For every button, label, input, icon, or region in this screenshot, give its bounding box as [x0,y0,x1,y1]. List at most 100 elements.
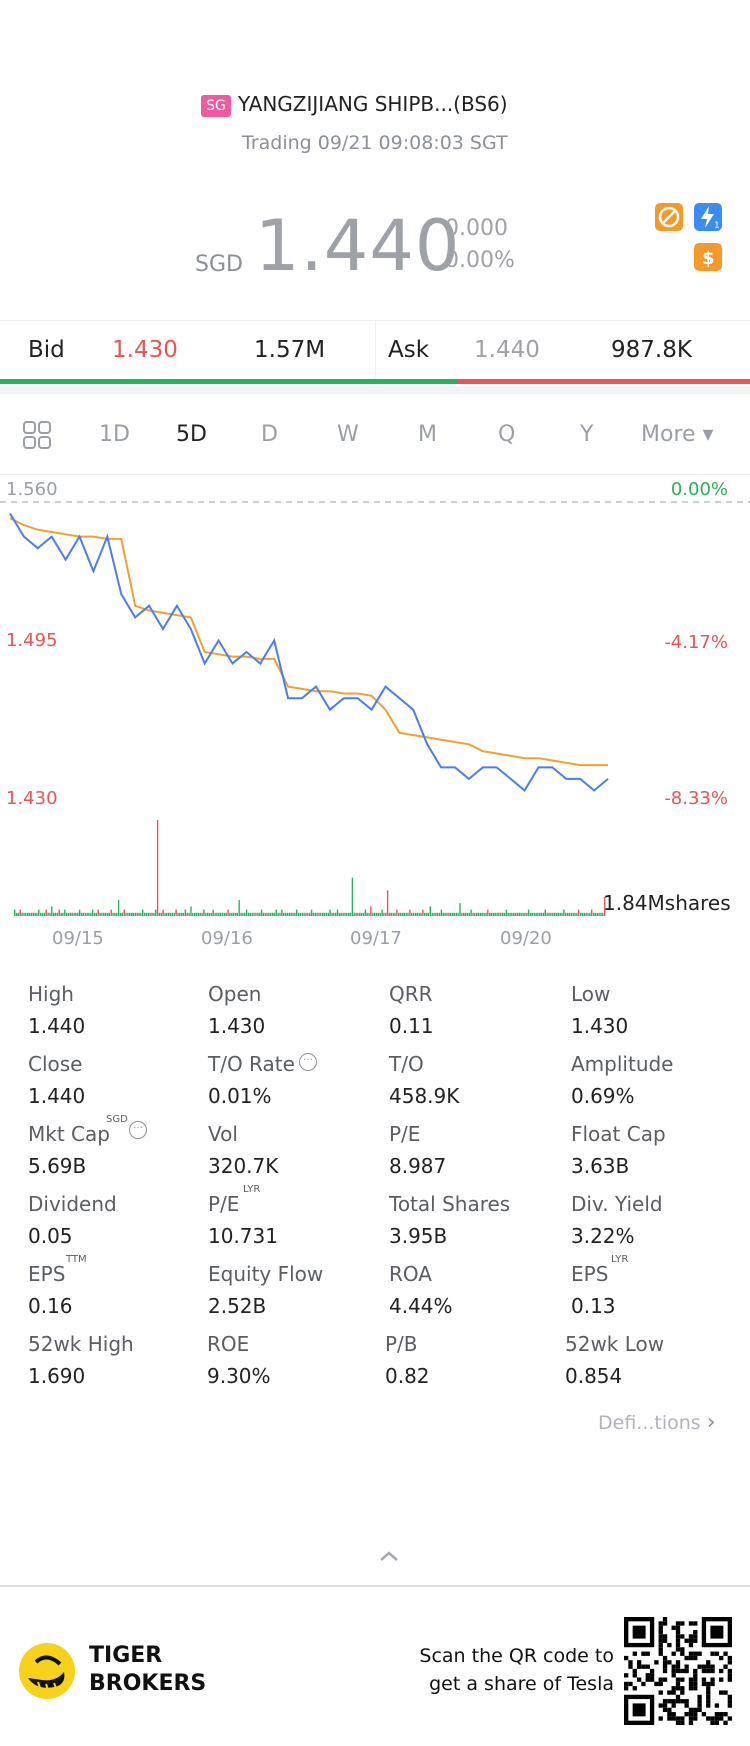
tab-1d[interactable]: 1D [99,422,130,447]
chevron-up-icon[interactable] [378,1548,400,1567]
qr-code-icon[interactable] [624,1617,732,1729]
tab-q[interactable]: Q [498,422,515,447]
volume-bar [470,910,471,916]
volume-bar [417,913,418,916]
volume-bar [517,913,518,916]
volume-bar [444,913,445,916]
stat-superscript: LYR [243,1184,260,1195]
volume-bar [140,913,141,916]
volume-bar [485,913,486,916]
volume-bar [560,913,561,916]
volume-bar [420,913,421,916]
ask-label: Ask [388,337,429,363]
volume-bar [515,913,516,916]
volume-bar [85,913,86,916]
volume-bar [49,913,50,916]
volume-bar [380,913,381,916]
no-margin-icon[interactable] [655,203,683,231]
volume-bar [276,910,277,916]
volume-bar [391,913,392,916]
volume-bar [287,913,288,916]
volume-bar [60,913,61,916]
volume-bar [565,913,566,916]
tab-w[interactable]: W [337,422,359,447]
volume-bar [315,913,316,916]
volume-bar [461,913,462,916]
tab-5d[interactable]: 5D [176,422,207,447]
last-price: 1.440 [255,205,460,287]
volume-bar [354,913,355,916]
bid-label: Bid [28,337,65,363]
volume-bar [66,913,67,916]
volume-bar [365,910,366,916]
volume-bar [111,910,112,916]
tab-more[interactable]: More ▾ [641,422,714,447]
volume-bar [545,910,546,916]
volume-bar [385,913,386,916]
stat-label: Open [208,982,261,1006]
volume-bar [482,913,483,916]
tab-m[interactable]: M [418,422,437,447]
volume-bar [266,913,267,916]
volume-bar [242,913,243,916]
volume-bar [253,913,254,916]
volume-bar [574,913,575,916]
volume-bar [252,913,253,916]
info-icon[interactable]: ··· [129,1121,147,1139]
definitions-link[interactable]: Defi...tions › [598,1410,716,1435]
volume-bar [465,913,466,916]
volume-bar [372,913,373,916]
price-change: 0.000 [445,216,508,241]
price-chart[interactable]: 1.560 1.495 1.430 0.00% -4.17% -8.33% 1.… [0,474,750,960]
volume-bar [279,913,280,916]
stat-label: Low [571,982,610,1006]
volume-bar [285,913,286,916]
stat-value: 1.430 [208,1014,265,1038]
volume-bar [463,913,464,916]
volume-bar [198,913,199,916]
info-icon[interactable]: ··· [299,1053,317,1071]
volume-bar [33,913,34,916]
volume-bar [292,913,293,916]
volume-bar [561,913,562,916]
lightning-1-icon[interactable]: 1 [694,203,722,231]
volume-bar [571,913,572,916]
chart-canvas [0,474,750,960]
volume-bar [159,913,160,916]
volume-bar [378,913,379,916]
dollar-icon[interactable]: $ [694,243,722,271]
tab-d[interactable]: D [261,422,278,447]
volume-bar [81,913,82,916]
volume-bar [567,913,568,916]
volume-bar [218,913,219,916]
volume-bar [174,913,175,916]
stat-value: 4.44% [389,1294,453,1318]
volume-bar [229,913,230,916]
date-label: 09/17 [350,928,402,949]
volume-bar [316,913,317,916]
chart-layout-icon[interactable] [22,420,52,454]
volume-bar [341,913,342,916]
volume-bar [411,913,412,916]
volume-bar [42,913,43,916]
volume-bar [450,913,451,916]
volume-bar [118,900,119,916]
volume-bar [493,913,494,916]
volume-bar [361,913,362,916]
volume-bar [478,913,479,916]
tab-y[interactable]: Y [580,422,593,447]
volume-bar [172,913,173,916]
volume-bar [79,910,80,916]
volume-bar [86,913,87,916]
volume-bar [441,910,442,916]
volume-bar [38,910,39,916]
volume-bar [329,910,330,916]
volume-bar [214,913,215,916]
quote-header: SG YANGZIJIANG SHIPB...(BS6) Trading 09/… [0,0,750,320]
ask-volume-bar [458,379,750,384]
volume-bar [387,890,388,916]
volume-bar [487,910,488,916]
volume-bar [342,913,343,916]
volume-bar [294,913,295,916]
volume-bar [98,910,99,916]
